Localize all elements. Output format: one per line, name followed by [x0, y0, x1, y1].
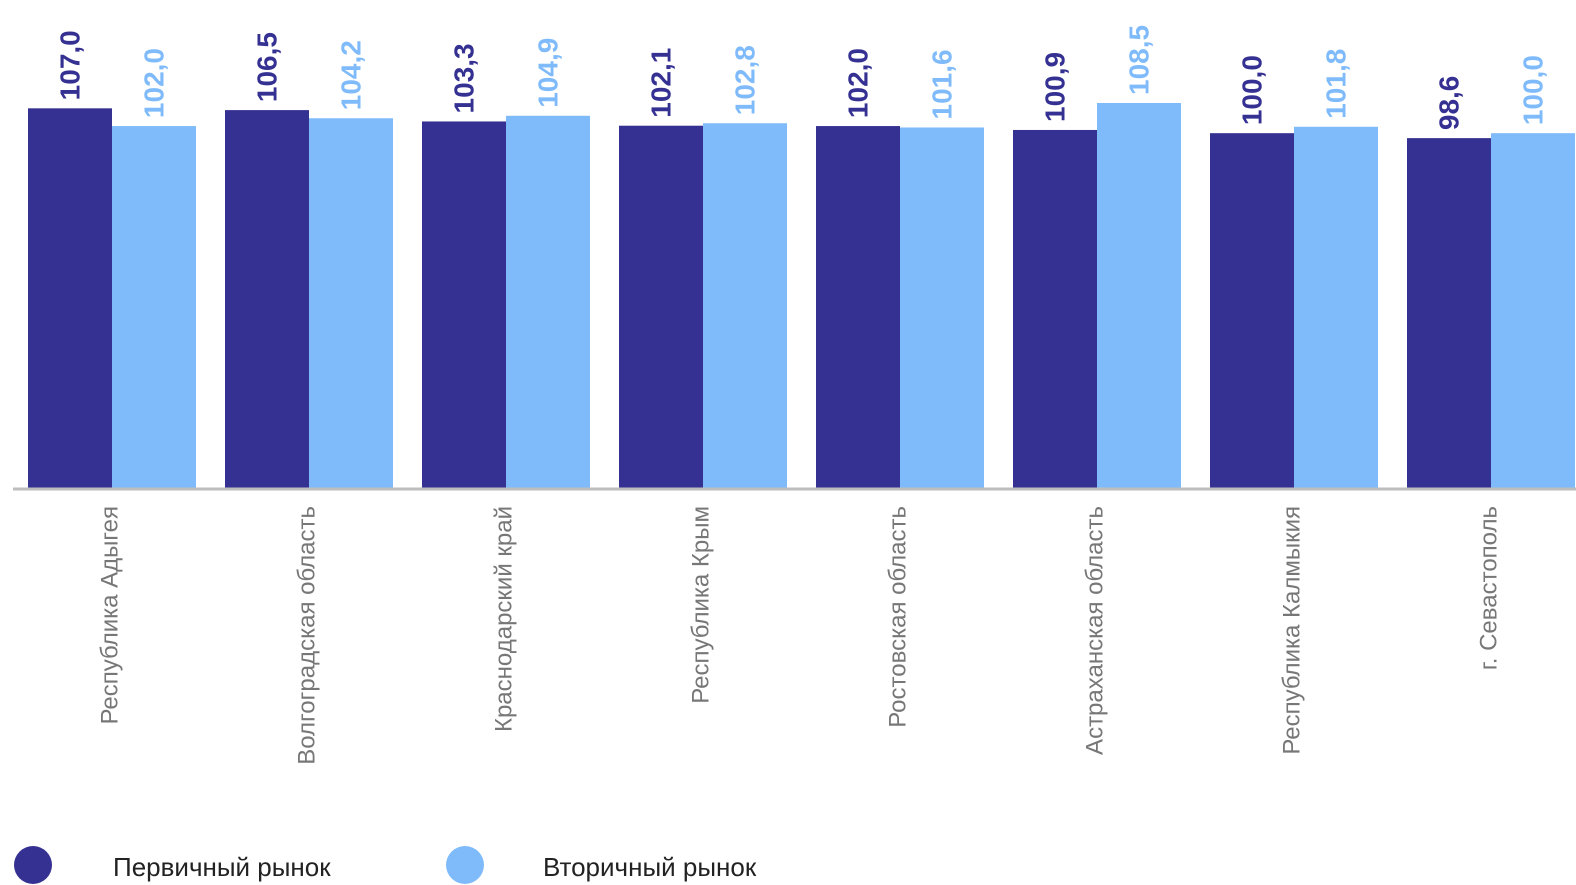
- value-label-primary-1: 106,5: [252, 32, 283, 102]
- category-label-5: Астраханская область: [1082, 506, 1109, 755]
- bar-secondary-7: [1491, 133, 1575, 488]
- category-label-6: Республика Калмыкия: [1279, 506, 1306, 755]
- bar-primary-5: [1013, 129, 1097, 488]
- bar-secondary-0: [112, 126, 196, 488]
- bar-primary-1: [225, 110, 309, 488]
- legend: Первичный рынок Вторичный рынок: [0, 844, 1576, 885]
- category-label-0: Республика Адыгея: [97, 506, 124, 725]
- bar-primary-6: [1210, 133, 1294, 488]
- bar-secondary-1: [309, 118, 393, 489]
- legend-swatch-secondary: [446, 845, 484, 884]
- value-label-primary-2: 103,3: [449, 43, 480, 113]
- category-label-1: Волгоградская область: [294, 506, 321, 765]
- bar-primary-2: [422, 121, 506, 489]
- value-label-primary-4: 102,0: [843, 48, 874, 118]
- category-label-2: Краснодарский край: [491, 506, 518, 732]
- value-label-secondary-4: 101,6: [927, 49, 958, 119]
- bar-secondary-3: [703, 123, 787, 489]
- category-label-7: г. Севастополь: [1476, 506, 1503, 670]
- value-label-primary-5: 100,9: [1040, 52, 1071, 122]
- legend-label-secondary: Вторичный рынок: [543, 852, 757, 882]
- value-label-secondary-1: 104,2: [336, 40, 367, 110]
- value-label-secondary-5: 108,5: [1124, 25, 1155, 95]
- bar-secondary-6: [1294, 126, 1378, 488]
- value-label-primary-0: 107,0: [55, 30, 86, 100]
- bar-primary-0: [28, 108, 112, 489]
- value-label-secondary-7: 100,0: [1518, 55, 1549, 125]
- value-label-secondary-0: 102,0: [139, 48, 170, 118]
- category-label-4: Ростовская область: [885, 506, 912, 728]
- category-label-3: Республика Крым: [688, 506, 715, 704]
- bar-primary-4: [816, 126, 900, 488]
- legend-item-primary: Первичный рынок: [14, 844, 331, 885]
- legend-swatch-primary: [14, 845, 52, 884]
- bar-primary-3: [619, 125, 703, 488]
- value-label-primary-7: 98,6: [1434, 76, 1465, 131]
- value-label-primary-3: 102,1: [646, 48, 677, 118]
- legend-label-primary: Первичный рынок: [113, 852, 331, 882]
- bar-secondary-5: [1097, 103, 1181, 488]
- bar-secondary-4: [900, 127, 984, 488]
- legend-item-secondary: Вторичный рынок: [446, 844, 756, 885]
- bar-secondary-2: [506, 115, 590, 488]
- bar-primary-7: [1407, 138, 1491, 488]
- value-label-secondary-6: 101,8: [1321, 49, 1352, 119]
- value-label-primary-6: 100,0: [1237, 55, 1268, 125]
- value-label-secondary-3: 102,8: [730, 45, 761, 115]
- value-label-secondary-2: 104,9: [533, 38, 564, 108]
